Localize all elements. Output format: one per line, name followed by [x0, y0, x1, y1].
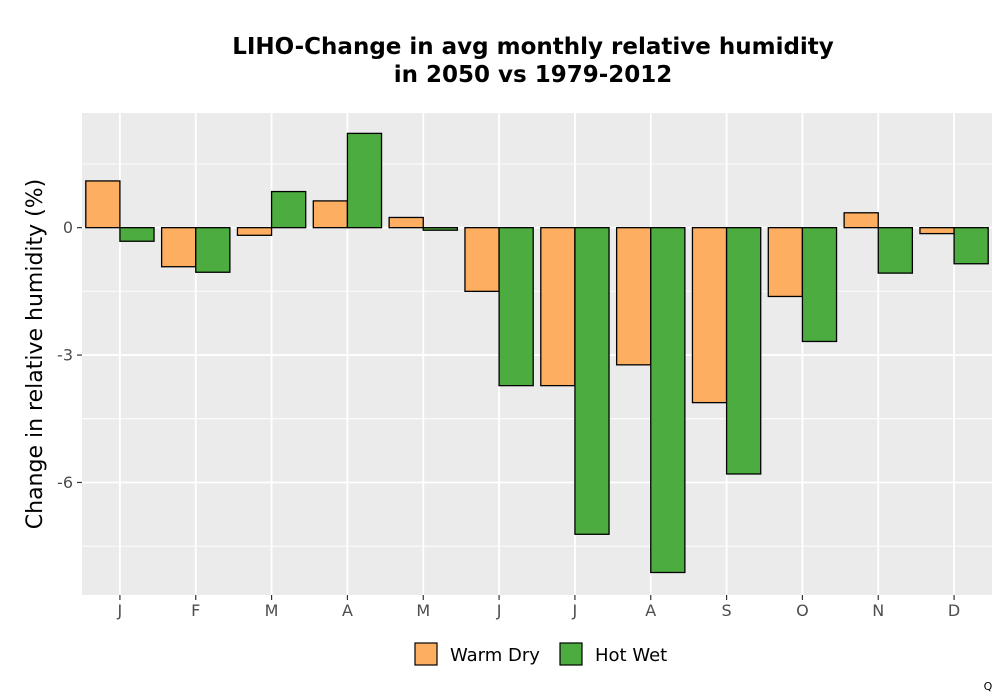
bar-warm-dry-11: [843, 212, 879, 229]
bars: [85, 132, 989, 574]
bar-hot-wet-8: [650, 227, 686, 574]
bar-warm-dry-5: [388, 216, 424, 229]
bar-hot-wet-3: [270, 190, 307, 229]
bar-hot-wet-11: [877, 227, 914, 274]
bar-warm-dry-7: [540, 227, 576, 387]
bar-warm-dry-8: [615, 227, 652, 366]
x-tick-label: M: [416, 601, 430, 620]
bar-warm-dry-9: [691, 227, 728, 404]
legend-key-hot-wet: [559, 642, 583, 666]
y-tick-label: 0: [63, 218, 73, 237]
bar-hot-wet-10: [801, 227, 838, 343]
bar-hot-wet-9: [725, 227, 762, 475]
x-tick-label: A: [645, 601, 656, 620]
legend-label-warm-dry: Warm Dry: [450, 645, 540, 666]
x-tick-label: F: [191, 601, 200, 620]
x-tick-label: D: [948, 601, 960, 620]
bar-warm-dry-3: [236, 227, 273, 236]
corner-note: Q: [984, 680, 993, 693]
legend-label-hot-wet: Hot Wet: [595, 645, 667, 666]
bar-warm-dry-10: [767, 227, 804, 298]
x-tick-label: N: [872, 601, 884, 620]
chart-title-line-1: LIHO-Change in avg monthly relative humi…: [232, 34, 834, 60]
bar-warm-dry-2: [160, 227, 197, 268]
chart-title: LIHO-Change in avg monthly relative humi…: [232, 34, 834, 88]
x-tick-label: J: [117, 601, 123, 620]
plot-panel: [82, 113, 992, 595]
bar-hot-wet-12: [953, 227, 989, 265]
y-axis: 0 -3 -6: [57, 218, 82, 492]
x-tick-label: M: [265, 601, 279, 620]
legend: Warm Dry Hot Wet: [414, 642, 667, 666]
bar-hot-wet-5: [422, 227, 459, 231]
chart-title-line-2: in 2050 vs 1979-2012: [394, 62, 673, 88]
x-tick-label: J: [572, 601, 578, 620]
y-tick-label: -3: [57, 346, 73, 365]
x-tick-label: A: [342, 601, 353, 620]
bar-hot-wet-7: [574, 227, 610, 535]
y-axis-label: Change in relative humidity (%): [23, 179, 48, 529]
bar-hot-wet-2: [195, 227, 231, 273]
bar-hot-wet-1: [119, 227, 155, 242]
x-tick-label: O: [796, 601, 809, 620]
y-tick-label: -6: [57, 473, 73, 492]
bar-warm-dry-6: [464, 227, 500, 293]
bar-warm-dry-1: [85, 180, 121, 229]
bar-warm-dry-4: [312, 200, 349, 229]
bar-hot-wet-4: [346, 132, 383, 229]
bar-warm-dry-12: [919, 227, 955, 235]
legend-key-warm-dry: [414, 642, 438, 666]
x-tick-label: S: [722, 601, 732, 620]
x-tick-label: J: [496, 601, 502, 620]
bar-hot-wet-6: [498, 227, 534, 387]
